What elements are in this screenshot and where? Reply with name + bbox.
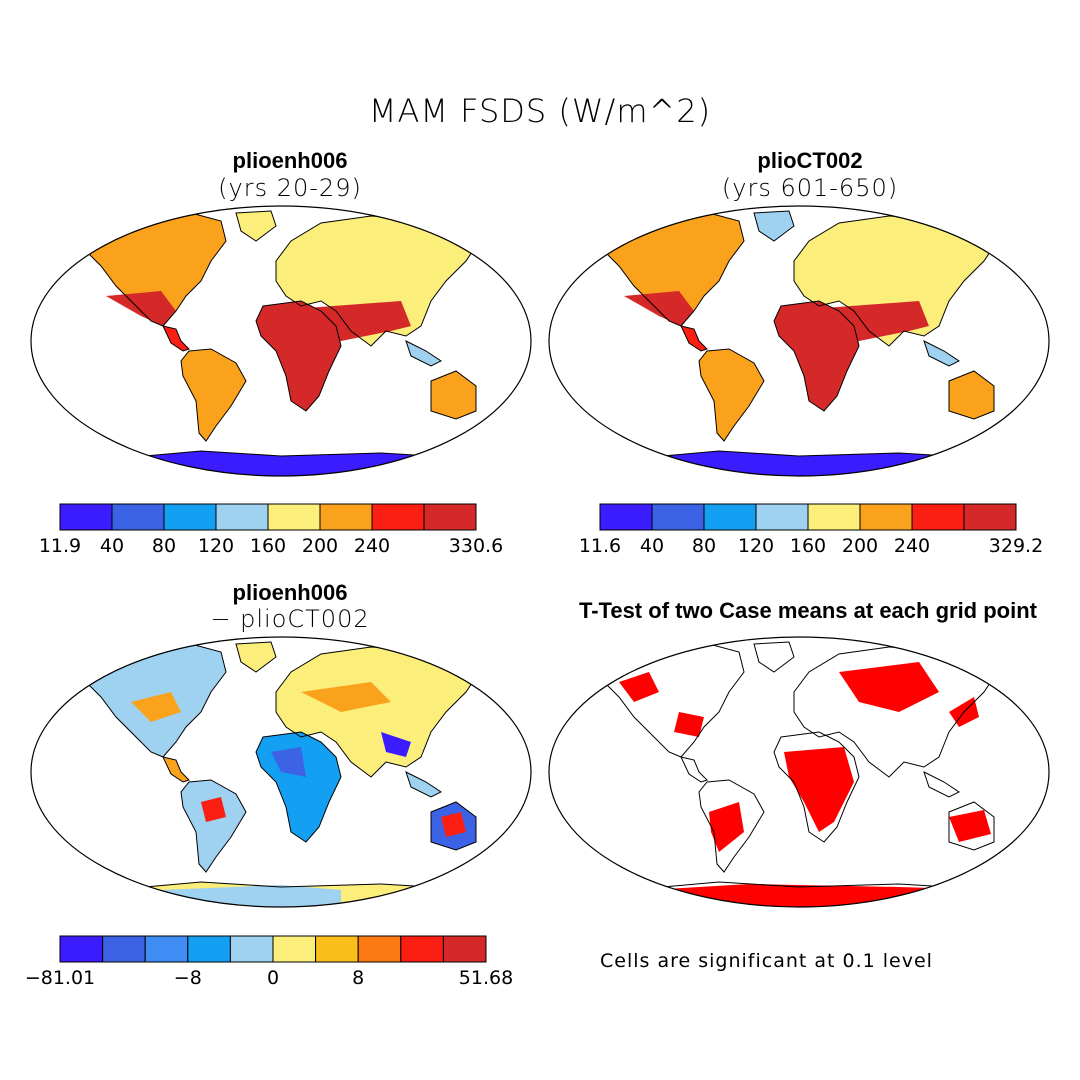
colorbar-swatch bbox=[859, 503, 913, 531]
colorbar-tick-label: 11.9 bbox=[39, 535, 81, 557]
anomaly-patches bbox=[131, 682, 466, 907]
panel-subtitle-top-left: (yrs 20-29) bbox=[218, 174, 362, 202]
colorbar-tick-label: 80 bbox=[152, 535, 176, 557]
panel-title-top-right: plioCT002 bbox=[757, 148, 863, 173]
significance-note: Cells are significant at 0.1 level bbox=[600, 950, 933, 972]
colorbar-swatch bbox=[371, 503, 425, 531]
colorbar-swatch bbox=[215, 503, 269, 531]
colorbar-swatch bbox=[963, 503, 1017, 531]
colorbar-tick-label: 120 bbox=[198, 535, 234, 557]
colorbar-tick-label: 51.68 bbox=[459, 967, 513, 989]
colorbar-tick-label: 40 bbox=[640, 535, 664, 557]
colorbar-swatch bbox=[703, 503, 757, 531]
map-top-right bbox=[548, 205, 1050, 477]
colorbar-tick-label: 200 bbox=[302, 535, 338, 557]
colorbar-swatch bbox=[102, 935, 146, 963]
colorbar-swatch bbox=[807, 503, 861, 531]
colorbar-swatch bbox=[911, 503, 965, 531]
colorbar-bottom-left: −81.01 −8 0 8 51.68 bbox=[25, 935, 513, 989]
map-bottom-left bbox=[30, 636, 532, 908]
colorbar-swatch bbox=[442, 935, 487, 963]
colorbar-swatch bbox=[187, 935, 231, 963]
colorbar-swatch bbox=[267, 503, 321, 531]
colorbar-swatch bbox=[111, 503, 165, 531]
colorbar-tick-label: 160 bbox=[250, 535, 286, 557]
colorbar-swatch bbox=[651, 503, 705, 531]
colorbar-tick-label: 120 bbox=[738, 535, 774, 557]
colorbar-tick-label: 0 bbox=[267, 967, 279, 989]
colorbar-swatch bbox=[423, 503, 477, 531]
panel-subtitle-top-right: (yrs 601-650) bbox=[721, 174, 899, 202]
colorbar-swatch bbox=[357, 935, 402, 963]
colorbar-tick-label: 329.2 bbox=[989, 535, 1043, 557]
colorbar-swatch bbox=[599, 503, 653, 531]
panel-title-bottom-right: T-Test of two Case means at each grid po… bbox=[578, 598, 1037, 623]
colorbar-tick-label: 11.6 bbox=[579, 535, 621, 557]
significant-cells bbox=[619, 662, 1009, 907]
colorbar-tick-label: 330.6 bbox=[449, 535, 503, 557]
colorbar-tick-label: 8 bbox=[352, 967, 364, 989]
colorbar-tick-label: 80 bbox=[692, 535, 716, 557]
colorbar-tick-label: −8 bbox=[174, 967, 202, 989]
colorbar-swatch bbox=[163, 503, 217, 531]
colorbar-tick-label: 160 bbox=[790, 535, 826, 557]
land-fill bbox=[61, 642, 501, 907]
colorbar-tick-label: 200 bbox=[842, 535, 878, 557]
colorbar-tick-label: 240 bbox=[894, 535, 930, 557]
colorbar-tick-label: 40 bbox=[100, 535, 124, 557]
colorbar-swatch bbox=[144, 935, 189, 963]
colorbar-swatch bbox=[59, 935, 104, 963]
panel-subtitle-bottom-left: − plioCT002 bbox=[210, 605, 370, 633]
colorbar-swatch bbox=[400, 935, 444, 963]
colorbar-top-left: 11.9 40 80 120 160 200 240 330.6 bbox=[39, 503, 503, 557]
colorbar-tick-label: −81.01 bbox=[25, 967, 95, 989]
colorbar-top-right: 11.6 40 80 120 160 200 240 329.2 bbox=[579, 503, 1043, 557]
colorbar-swatch bbox=[755, 503, 809, 531]
figure-title: MAM FSDS (W/m^2) bbox=[368, 92, 712, 130]
map-top-left bbox=[30, 205, 532, 477]
colorbar-swatch bbox=[59, 503, 113, 531]
panel-title-top-left: plioenh006 bbox=[232, 148, 348, 173]
colorbar-swatch bbox=[229, 935, 274, 963]
panel-title-bottom-left: plioenh006 bbox=[232, 580, 348, 605]
colorbar-swatch bbox=[315, 935, 359, 963]
map-bottom-right bbox=[548, 636, 1050, 908]
colorbar-tick-label: 240 bbox=[354, 535, 390, 557]
colorbar-swatch bbox=[272, 935, 317, 963]
colorbar-swatch bbox=[319, 503, 373, 531]
